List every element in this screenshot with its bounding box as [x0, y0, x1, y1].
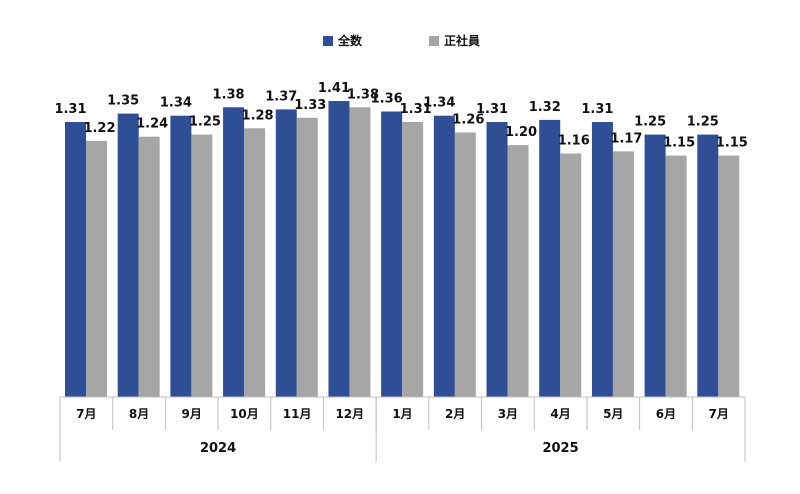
- bar-series-1-4: [223, 107, 245, 397]
- data-label-series-1-12: 1.25: [634, 115, 666, 130]
- x-tick-label-6: 12月: [335, 407, 364, 421]
- data-label-series-1-2: 1.35: [107, 94, 139, 109]
- bar-series-1-3: [170, 115, 192, 397]
- data-label-series-1-10: 1.32: [529, 100, 561, 115]
- data-label-series-2-5: 1.33: [294, 98, 326, 113]
- x-tick-label-12: 6月: [656, 407, 676, 421]
- bar-series-2-4: [244, 128, 266, 398]
- bar-series-2-10: [560, 153, 582, 397]
- bar-series-2-11: [612, 151, 634, 397]
- bar-series-2-2: [138, 136, 160, 398]
- x-tick-label-11: 5月: [603, 407, 623, 421]
- data-label-series-1-1: 1.31: [54, 102, 86, 117]
- bars-layer: 1.31 1.22 1.35 1.24 1.34 1.25 1.38 1.28 1.371.33…: [54, 81, 748, 398]
- legend-label-series-1: 全数: [337, 33, 363, 48]
- legend: 全数 正社員: [323, 33, 480, 48]
- bar-series-1-9: [486, 121, 508, 397]
- x-tick-label-8: 2月: [445, 407, 465, 421]
- data-label-series-2-4: 1.28: [242, 108, 274, 123]
- data-label-series-2-8: 1.26: [452, 112, 484, 127]
- x-tick-label-13: 7月: [708, 407, 728, 421]
- data-label-series-1-5: 1.37: [265, 89, 297, 104]
- bar-series-1-7: [381, 111, 403, 397]
- group-label-2024: 2024: [200, 441, 236, 456]
- bar-series-2-7: [402, 121, 424, 397]
- x-tick-label-1: 7月: [76, 407, 96, 421]
- bar-series-2-1: [86, 140, 107, 397]
- bar-series-2-3: [191, 134, 213, 397]
- data-label-series-2-2: 1.24: [136, 117, 168, 132]
- x-tick-label-10: 4月: [550, 407, 570, 421]
- x-tick-label-9: 3月: [498, 407, 518, 421]
- data-label-series-1-13: 1.25: [687, 115, 719, 130]
- x-tick-label-2: 8月: [129, 407, 149, 421]
- data-label-series-1-8: 1.34: [423, 96, 455, 111]
- data-label-series-2-3: 1.25: [189, 115, 221, 130]
- bar-series-2-9: [507, 145, 529, 397]
- data-label-series-2-10: 1.16: [558, 133, 590, 148]
- bar-series-2-5: [296, 117, 318, 398]
- x-tick-label-5: 11月: [283, 407, 312, 421]
- bar-series-1-13: [697, 134, 719, 397]
- data-label-series-1-11: 1.31: [581, 102, 613, 117]
- data-label-series-1-9: 1.31: [476, 102, 508, 117]
- x-tick-label-4: 10月: [230, 407, 259, 421]
- bar-series-1-10: [539, 119, 561, 397]
- data-label-series-2-7: 1.31: [400, 102, 432, 117]
- x-tick-label-7: 1月: [392, 407, 412, 421]
- legend-swatch-series-1: [323, 36, 333, 46]
- x-axis: 7月 8月 9月 10月 11月 12月 1月 2月 3月 4月 5月 6月 7月 2024 2025: [59, 396, 746, 462]
- group-label-2025: 2025: [542, 441, 578, 456]
- bar-series-1-12: [644, 134, 666, 397]
- data-label-series-2-11: 1.17: [610, 131, 642, 146]
- bar-series-2-6: [349, 107, 371, 397]
- legend-swatch-series-2: [429, 36, 439, 46]
- bar-series-1-1: [65, 121, 86, 397]
- bar-series-1-11: [591, 121, 613, 397]
- data-label-series-2-9: 1.20: [505, 125, 537, 140]
- bar-series-2-12: [665, 155, 687, 397]
- data-label-series-2-1: 1.22: [83, 121, 115, 136]
- data-label-series-2-13: 1.15: [716, 136, 748, 151]
- bar-series-1-6: [328, 101, 350, 397]
- data-label-series-1-3: 1.34: [160, 96, 192, 111]
- bar-series-1-8: [433, 115, 455, 397]
- bar-series-2-13: [718, 155, 740, 397]
- data-label-series-1-6: 1.41: [318, 81, 350, 96]
- data-label-series-2-6: 1.38: [347, 87, 379, 102]
- legend-label-series-2: 正社員: [444, 33, 480, 48]
- bar-series-2-8: [454, 132, 476, 397]
- data-label-series-1-4: 1.38: [213, 87, 245, 102]
- x-tick-label-3: 9月: [182, 407, 202, 421]
- bar-series-1-2: [117, 113, 139, 398]
- data-label-series-1-7: 1.36: [371, 91, 403, 106]
- bar-series-1-5: [275, 109, 297, 398]
- data-label-series-2-12: 1.15: [663, 136, 695, 151]
